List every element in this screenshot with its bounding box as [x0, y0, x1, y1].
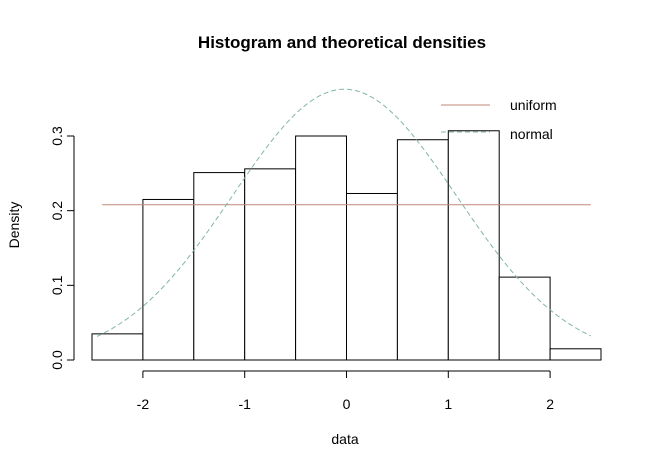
- y-axis-label: Density: [6, 202, 22, 249]
- histogram-bar-4: [295, 135, 348, 361]
- x-axis-label: data: [331, 431, 358, 447]
- x-axis: -2 -1 0 1 2: [137, 370, 554, 412]
- histogram-bar-5: [346, 192, 398, 361]
- histogram-bar-9: [549, 348, 602, 361]
- x-tick-label: 1: [444, 396, 452, 412]
- chart-title: Histogram and theoretical densities: [198, 33, 486, 52]
- histogram-bar-3: [244, 168, 297, 361]
- y-tick-label: 0.0: [49, 350, 65, 370]
- y-axis: 0.0 0.1 0.2 0.3: [49, 126, 75, 370]
- x-tick-label: -1: [238, 396, 251, 412]
- y-tick-label: 0.1: [49, 275, 65, 295]
- y-tick-label: 0.3: [49, 126, 65, 146]
- histogram-bars: [91, 130, 602, 361]
- y-tick-label: 0.2: [49, 201, 65, 221]
- legend: uniform normal: [441, 97, 557, 142]
- x-tick-label: 0: [343, 396, 351, 412]
- x-ticks: -2 -1 0 1 2: [137, 371, 554, 412]
- normal-density-curve: [96, 88, 592, 337]
- legend-normal-label: normal: [510, 126, 553, 142]
- y-ticks: 0.0 0.1 0.2 0.3: [49, 126, 74, 370]
- histogram-bar-2: [193, 172, 246, 361]
- legend-uniform-label: uniform: [510, 97, 557, 113]
- histogram-bar-8: [498, 276, 551, 361]
- x-tick-label: -2: [137, 396, 150, 412]
- x-tick-label: 2: [546, 396, 554, 412]
- histogram-bar-6: [396, 139, 449, 361]
- histogram-bar-1: [142, 198, 195, 361]
- histogram-bar-0: [91, 333, 144, 361]
- density-curves: [96, 88, 592, 337]
